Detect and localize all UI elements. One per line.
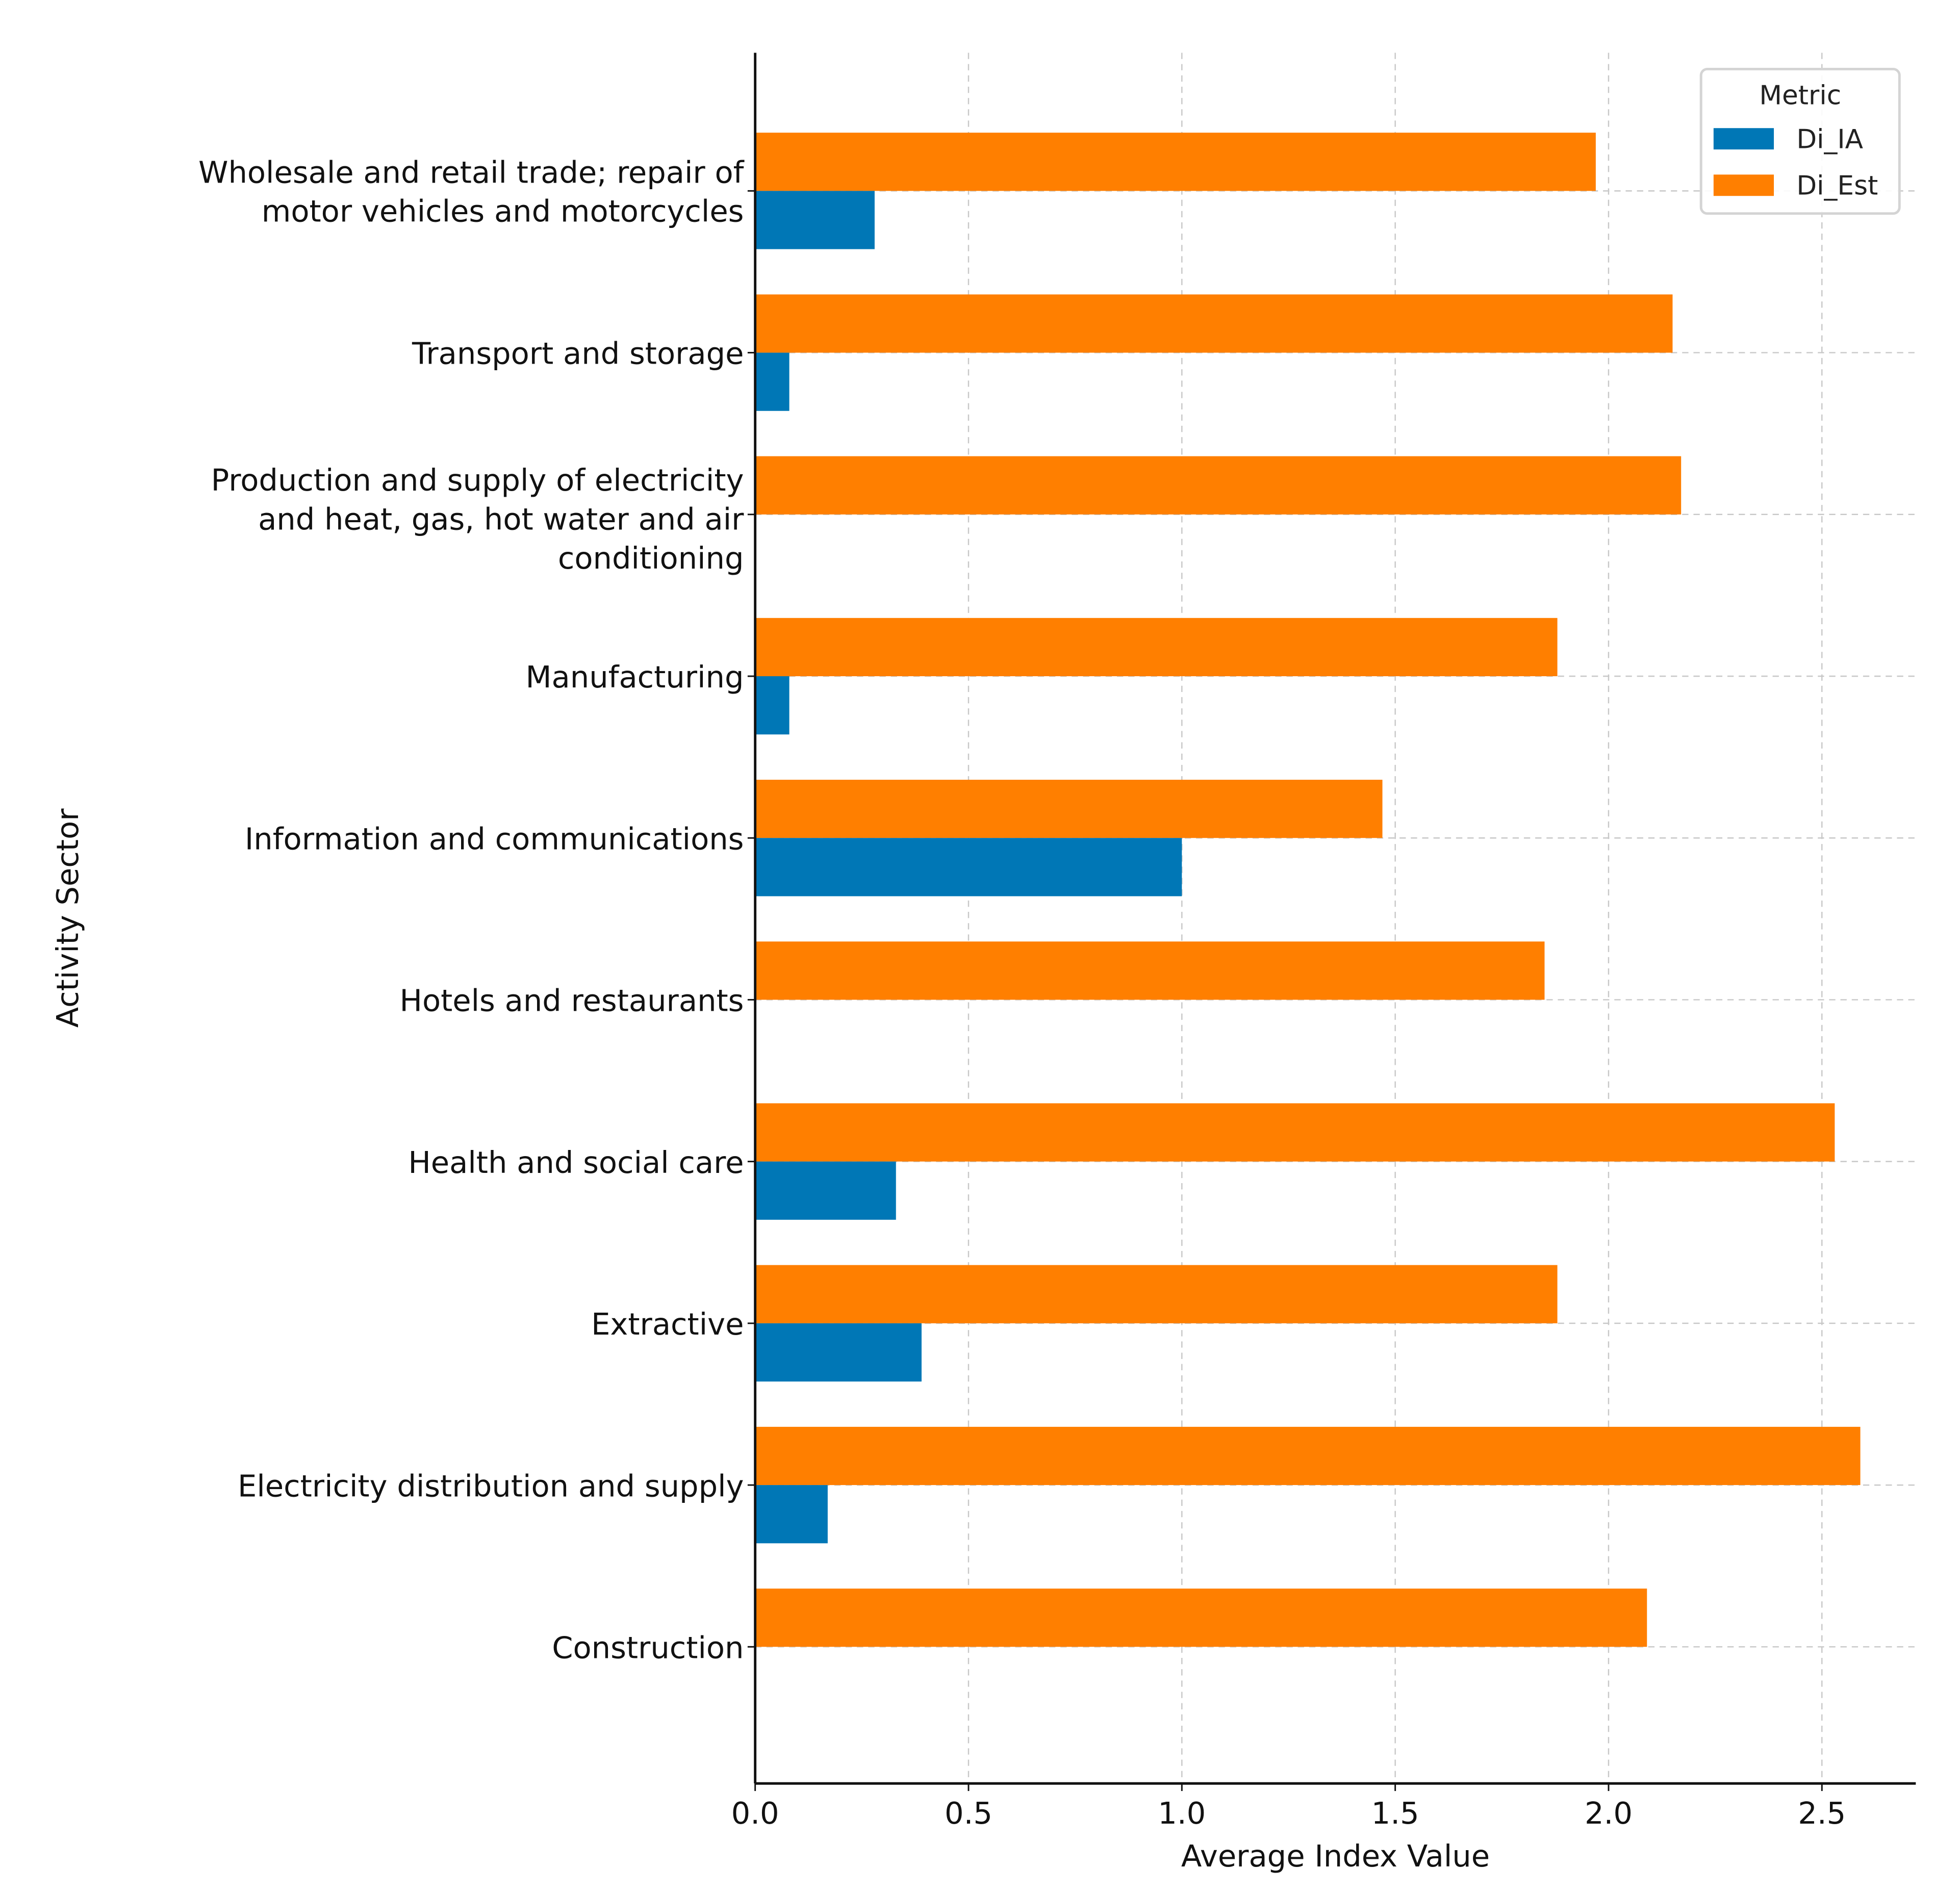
- y-axis-label: Activity Sector: [50, 808, 85, 1028]
- legend-label: Di_IA: [1796, 124, 1863, 155]
- x-tick-label: 1.5: [1371, 1796, 1419, 1831]
- bar-di-est: [755, 456, 1682, 515]
- y-tick-label: Construction: [552, 1630, 744, 1665]
- legend-label: Di_Est: [1796, 171, 1878, 201]
- x-tick-label: 0.5: [945, 1796, 992, 1831]
- bar-di-ia: [755, 676, 790, 735]
- bar-di-est: [755, 780, 1383, 838]
- bar-di-ia: [755, 352, 790, 411]
- y-tick-label: Hotels and restaurants: [400, 983, 744, 1018]
- bar-di-est: [755, 294, 1673, 353]
- y-tick-label: Wholesale and retail trade; repair of: [198, 155, 745, 190]
- bar-di-est: [755, 1426, 1861, 1486]
- y-tick-label: Production and supply of electricity: [211, 463, 744, 498]
- bar-di-est: [755, 1265, 1558, 1323]
- x-tick-label: 2.0: [1585, 1796, 1633, 1831]
- y-tick-label: Electricity distribution and supply: [238, 1468, 744, 1503]
- bars: [755, 133, 1861, 1647]
- axes: 0.0 0.5 1.0 1.5 2.0 2.5 Wholesale and retail t…: [198, 53, 1916, 1831]
- bar-di-est: [755, 941, 1545, 1000]
- x-tick-label: 1.0: [1158, 1796, 1206, 1831]
- bar-di-est: [755, 1103, 1835, 1162]
- y-tick-label: Extractive: [591, 1307, 744, 1342]
- y-tick-label: Information and communications: [245, 821, 744, 856]
- bar-di-est: [755, 133, 1596, 191]
- legend: Metric Di_IA Di_Est: [1699, 67, 1901, 215]
- bar-di-ia: [755, 1323, 922, 1382]
- legend-swatch-di-est: [1713, 174, 1774, 196]
- bar-di-ia: [755, 1161, 896, 1220]
- bar-di-est: [755, 618, 1558, 677]
- bar-di-ia: [755, 191, 875, 249]
- y-tick-label: Transport and storage: [412, 336, 744, 371]
- x-axis-label: Average Index Value: [1181, 1838, 1490, 1874]
- bar-di-ia: [755, 1485, 828, 1544]
- bar-di-ia: [755, 838, 1182, 897]
- y-tick-label: motor vehicles and motorcycles: [262, 194, 744, 229]
- x-tick-label: 0.0: [731, 1796, 779, 1831]
- legend-title: Metric: [1759, 80, 1841, 111]
- bar-di-est: [755, 1589, 1647, 1647]
- y-tick-label: and heat, gas, hot water and air: [258, 502, 744, 537]
- legend-swatch-di-ia: [1713, 128, 1774, 150]
- x-tick-label: 2.5: [1798, 1796, 1846, 1831]
- y-tick-label: Health and social care: [408, 1145, 744, 1180]
- y-tick-label: Manufacturing: [526, 659, 744, 695]
- y-tick-label: conditioning: [558, 541, 744, 576]
